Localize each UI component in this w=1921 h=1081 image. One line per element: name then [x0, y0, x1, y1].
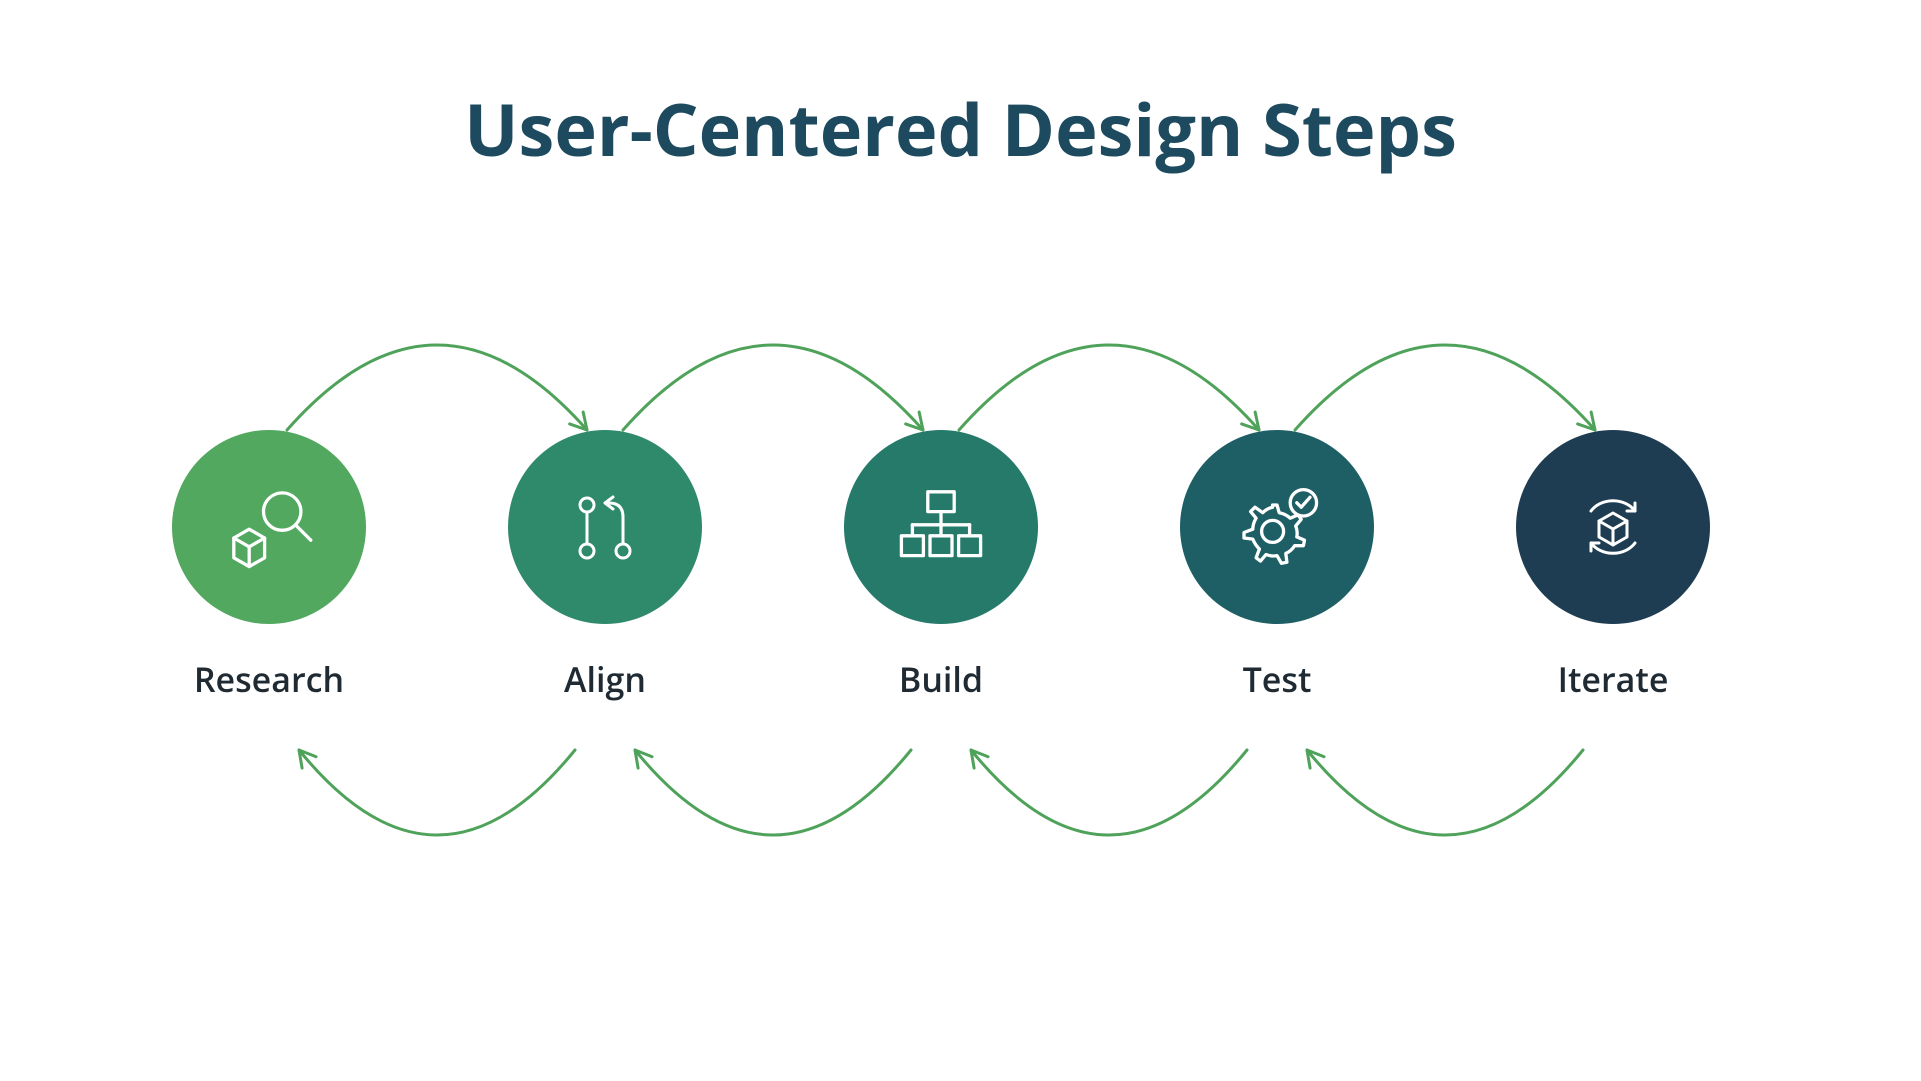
step-circle-research	[172, 430, 366, 624]
sitemap-icon	[886, 472, 996, 582]
gear-check-icon	[1222, 472, 1332, 582]
cycle-cube-icon	[1563, 477, 1663, 577]
diagram-stage: User-Centered Design Steps Research	[0, 0, 1921, 1081]
step-circle-test	[1180, 430, 1374, 624]
magnify-cube-icon	[214, 472, 324, 582]
step-align: Align	[508, 430, 702, 702]
step-circle-build	[844, 430, 1038, 624]
step-circle-iterate	[1516, 430, 1710, 624]
step-build: Build	[844, 430, 1038, 702]
step-label-build: Build	[844, 656, 1038, 702]
step-test: Test	[1180, 430, 1374, 702]
step-label-iterate: Iterate	[1516, 656, 1710, 702]
git-merge-icon	[555, 477, 655, 577]
step-circle-align	[508, 430, 702, 624]
step-iterate: Iterate	[1516, 430, 1710, 702]
step-research: Research	[172, 430, 366, 702]
step-label-test: Test	[1180, 656, 1374, 702]
step-label-align: Align	[508, 656, 702, 702]
step-label-research: Research	[172, 656, 366, 702]
